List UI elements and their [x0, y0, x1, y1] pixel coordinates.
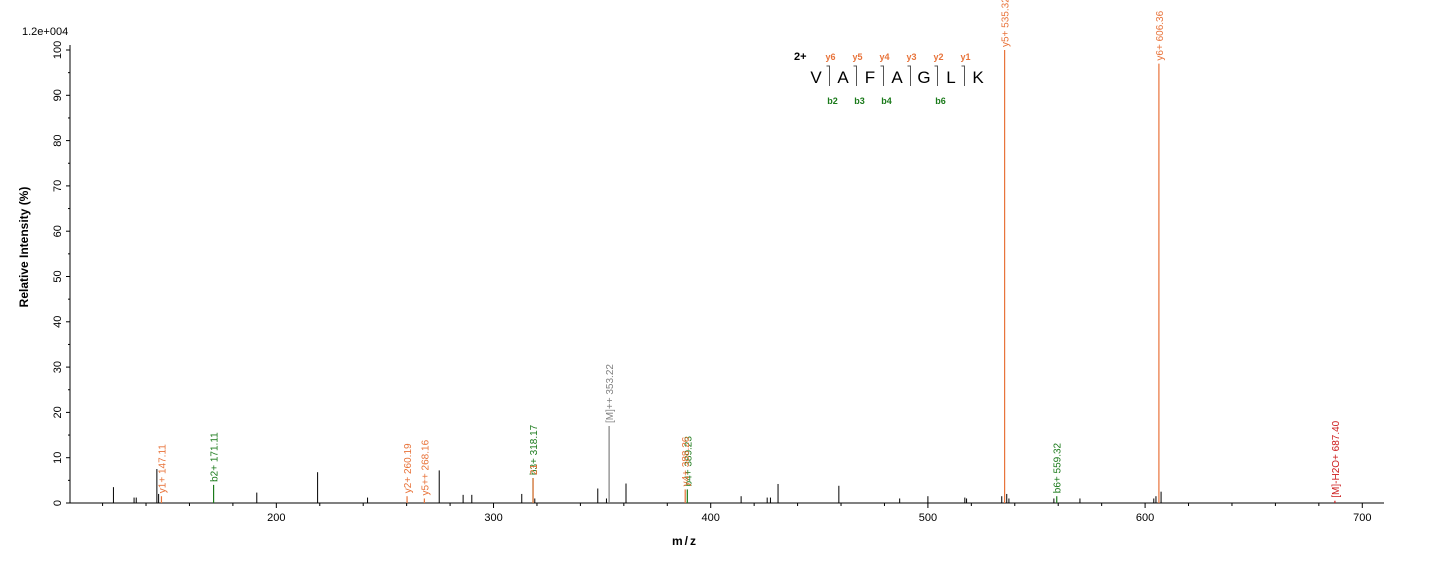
- cleavage-bracket: [934, 65, 938, 86]
- y-tick-label: 90: [52, 89, 64, 101]
- cleavage-bracket: [880, 65, 884, 86]
- peak-label: [M]++ 353.22: [605, 364, 616, 423]
- y-ion-label: y3: [906, 52, 916, 62]
- peak-label: 21: [529, 464, 540, 476]
- b-ion-label: b2: [827, 96, 838, 106]
- peak-label: y6+ 606.36: [1155, 10, 1166, 60]
- sequence-residue: G: [917, 68, 930, 87]
- sequence-residue: A: [891, 68, 903, 87]
- y-tick-label: 40: [52, 316, 64, 328]
- x-axis-title: m/z: [672, 534, 698, 548]
- peak-label: b4+ 389.23: [683, 436, 694, 487]
- peak-label: [M]-H2O+ 687.40: [1331, 420, 1342, 497]
- intensity-scale-label: 1.2e+004: [22, 26, 68, 38]
- peak-label: y5++ 268.16: [420, 439, 431, 495]
- peak-label: y5+ 535.32: [1001, 0, 1012, 47]
- cleavage-bracket: [826, 65, 830, 86]
- sequence-residue: F: [865, 68, 875, 87]
- sequence-residue: K: [972, 68, 984, 87]
- peak-label: y2+ 260.19: [403, 443, 414, 493]
- cleavage-bracket: [961, 65, 965, 86]
- y-ion-label: y6: [825, 52, 835, 62]
- peaks: [112, 50, 1336, 503]
- y-tick-label: 80: [52, 134, 64, 146]
- y-axis-title: Relative Intensity (%): [17, 187, 31, 308]
- y-tick-label: 0: [52, 500, 64, 506]
- charge-state: 2+: [794, 51, 807, 63]
- peak-label: y4+ 388.26: [681, 436, 692, 486]
- sequence-residue: A: [837, 68, 849, 87]
- cleavage-bracket: [853, 65, 857, 86]
- y-ion-label: y1: [960, 52, 970, 62]
- cleavage-bracket: [907, 65, 911, 86]
- peak-labels: y1+ 147.11 b2+ 171.11 y2+ 260.19 y5++ 268.1…: [157, 0, 1341, 498]
- y-axis: 0 10 20 30 40 50 60 70 80 90 100: [52, 41, 71, 506]
- x-tick-label: 500: [919, 512, 937, 524]
- peak-label: b3+ 318.17: [529, 424, 540, 475]
- x-tick-label: 200: [267, 512, 285, 524]
- x-tick-label: 300: [484, 512, 502, 524]
- b-ion-label: b6: [935, 96, 946, 106]
- y-tick-label: 100: [52, 41, 64, 59]
- y-ion-label: y5: [852, 52, 862, 62]
- y-tick-label: 30: [52, 361, 64, 373]
- y-ion-label: y4: [879, 52, 889, 62]
- b-ion-label: b4: [881, 96, 892, 106]
- y-tick-label: 50: [52, 270, 64, 282]
- sequence-residue: L: [946, 68, 955, 87]
- y-tick-label: 60: [52, 225, 64, 237]
- peak-label: b2+ 171.11: [210, 432, 221, 482]
- y-tick-label: 70: [52, 180, 64, 192]
- y-ion-label: y2: [933, 52, 943, 62]
- x-tick-label: 400: [702, 512, 720, 524]
- y-tick-label: 10: [52, 452, 64, 464]
- x-tick-label: 700: [1353, 512, 1371, 524]
- x-tick-label: 600: [1136, 512, 1154, 524]
- x-axis: 200 300 400 500 600 700: [70, 502, 1384, 524]
- peak-label: y1+ 147.11: [157, 444, 168, 493]
- peak-label: b6+ 559.32: [1053, 442, 1064, 493]
- sequence-residue: V: [810, 68, 822, 87]
- y-tick-label: 20: [52, 406, 64, 418]
- b-ion-label: b3: [854, 96, 865, 106]
